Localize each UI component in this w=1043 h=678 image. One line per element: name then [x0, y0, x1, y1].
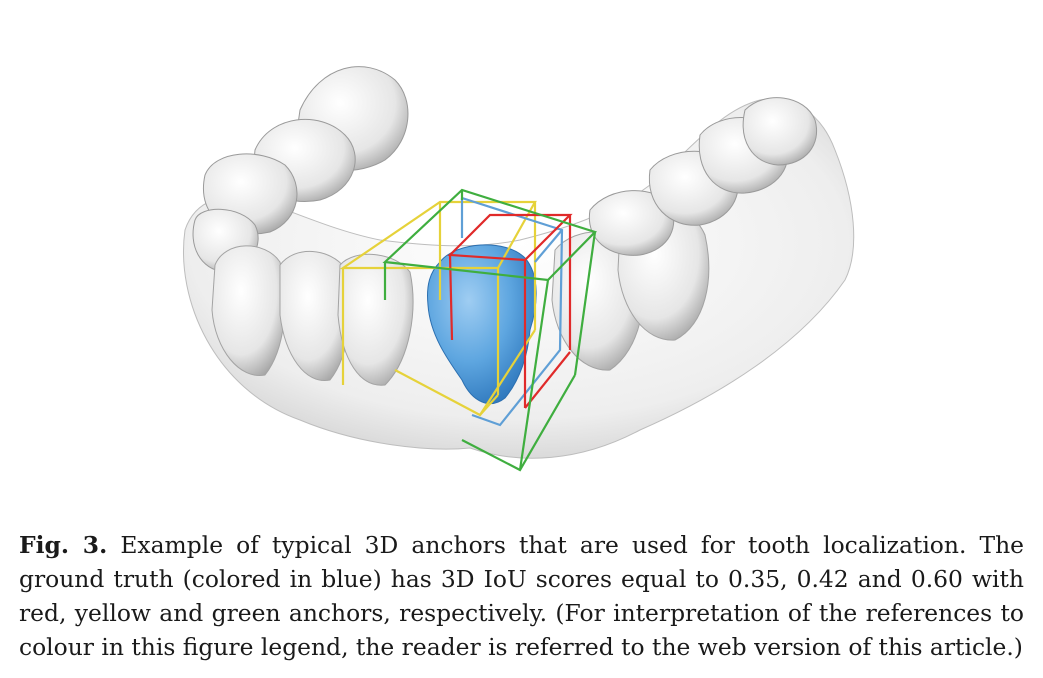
caption-text: Example of typical 3D anchors that are u… — [19, 531, 1025, 661]
red-anchor — [447, 213, 573, 409]
figure-caption: Fig. 3. Example of typical 3D anchors th… — [19, 528, 1024, 664]
yellow-anchor — [339, 200, 537, 417]
blue-anchor — [460, 196, 564, 427]
dental-model-figure — [183, 66, 855, 472]
caption-label: Fig. 3. — [19, 531, 108, 559]
green-anchor — [382, 188, 598, 472]
right-molars — [588, 97, 817, 256]
ground-truth-tooth — [427, 244, 537, 404]
